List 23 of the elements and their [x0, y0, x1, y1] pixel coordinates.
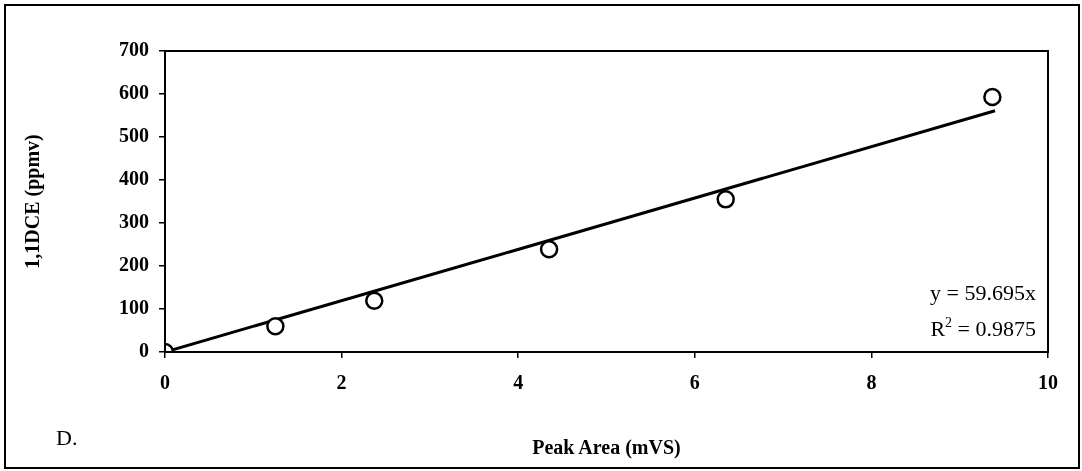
- y-tick-label: 100: [119, 296, 149, 319]
- x-tick-label: 6: [689, 371, 700, 394]
- y-tick-label: 400: [119, 167, 149, 190]
- y-tick-label: 500: [119, 124, 149, 147]
- text: D.: [56, 425, 78, 450]
- y-tick-label: 600: [119, 81, 149, 104]
- annotation: y = 59.695x: [930, 280, 1037, 305]
- y-tick-label: 700: [119, 38, 149, 61]
- point: [983, 87, 1002, 107]
- x-axis-title: Peak Area (mVS): [532, 436, 681, 460]
- y-axis-title: 1,1DCE (ppmv): [21, 134, 45, 269]
- point: [266, 316, 285, 336]
- x-tick-label: 2: [336, 371, 347, 394]
- y-tick-label: 0: [139, 339, 149, 362]
- y-tick-label: 200: [119, 253, 149, 276]
- point: [365, 291, 384, 311]
- point: [716, 190, 735, 209]
- y-tick-label: 300: [119, 210, 149, 233]
- x-tick-label: 8: [866, 371, 877, 394]
- x-tick-label: 10: [1038, 371, 1058, 394]
- point: [539, 239, 559, 259]
- x-tick-label: 4: [513, 371, 524, 394]
- x-tick-label: 0: [160, 371, 170, 394]
